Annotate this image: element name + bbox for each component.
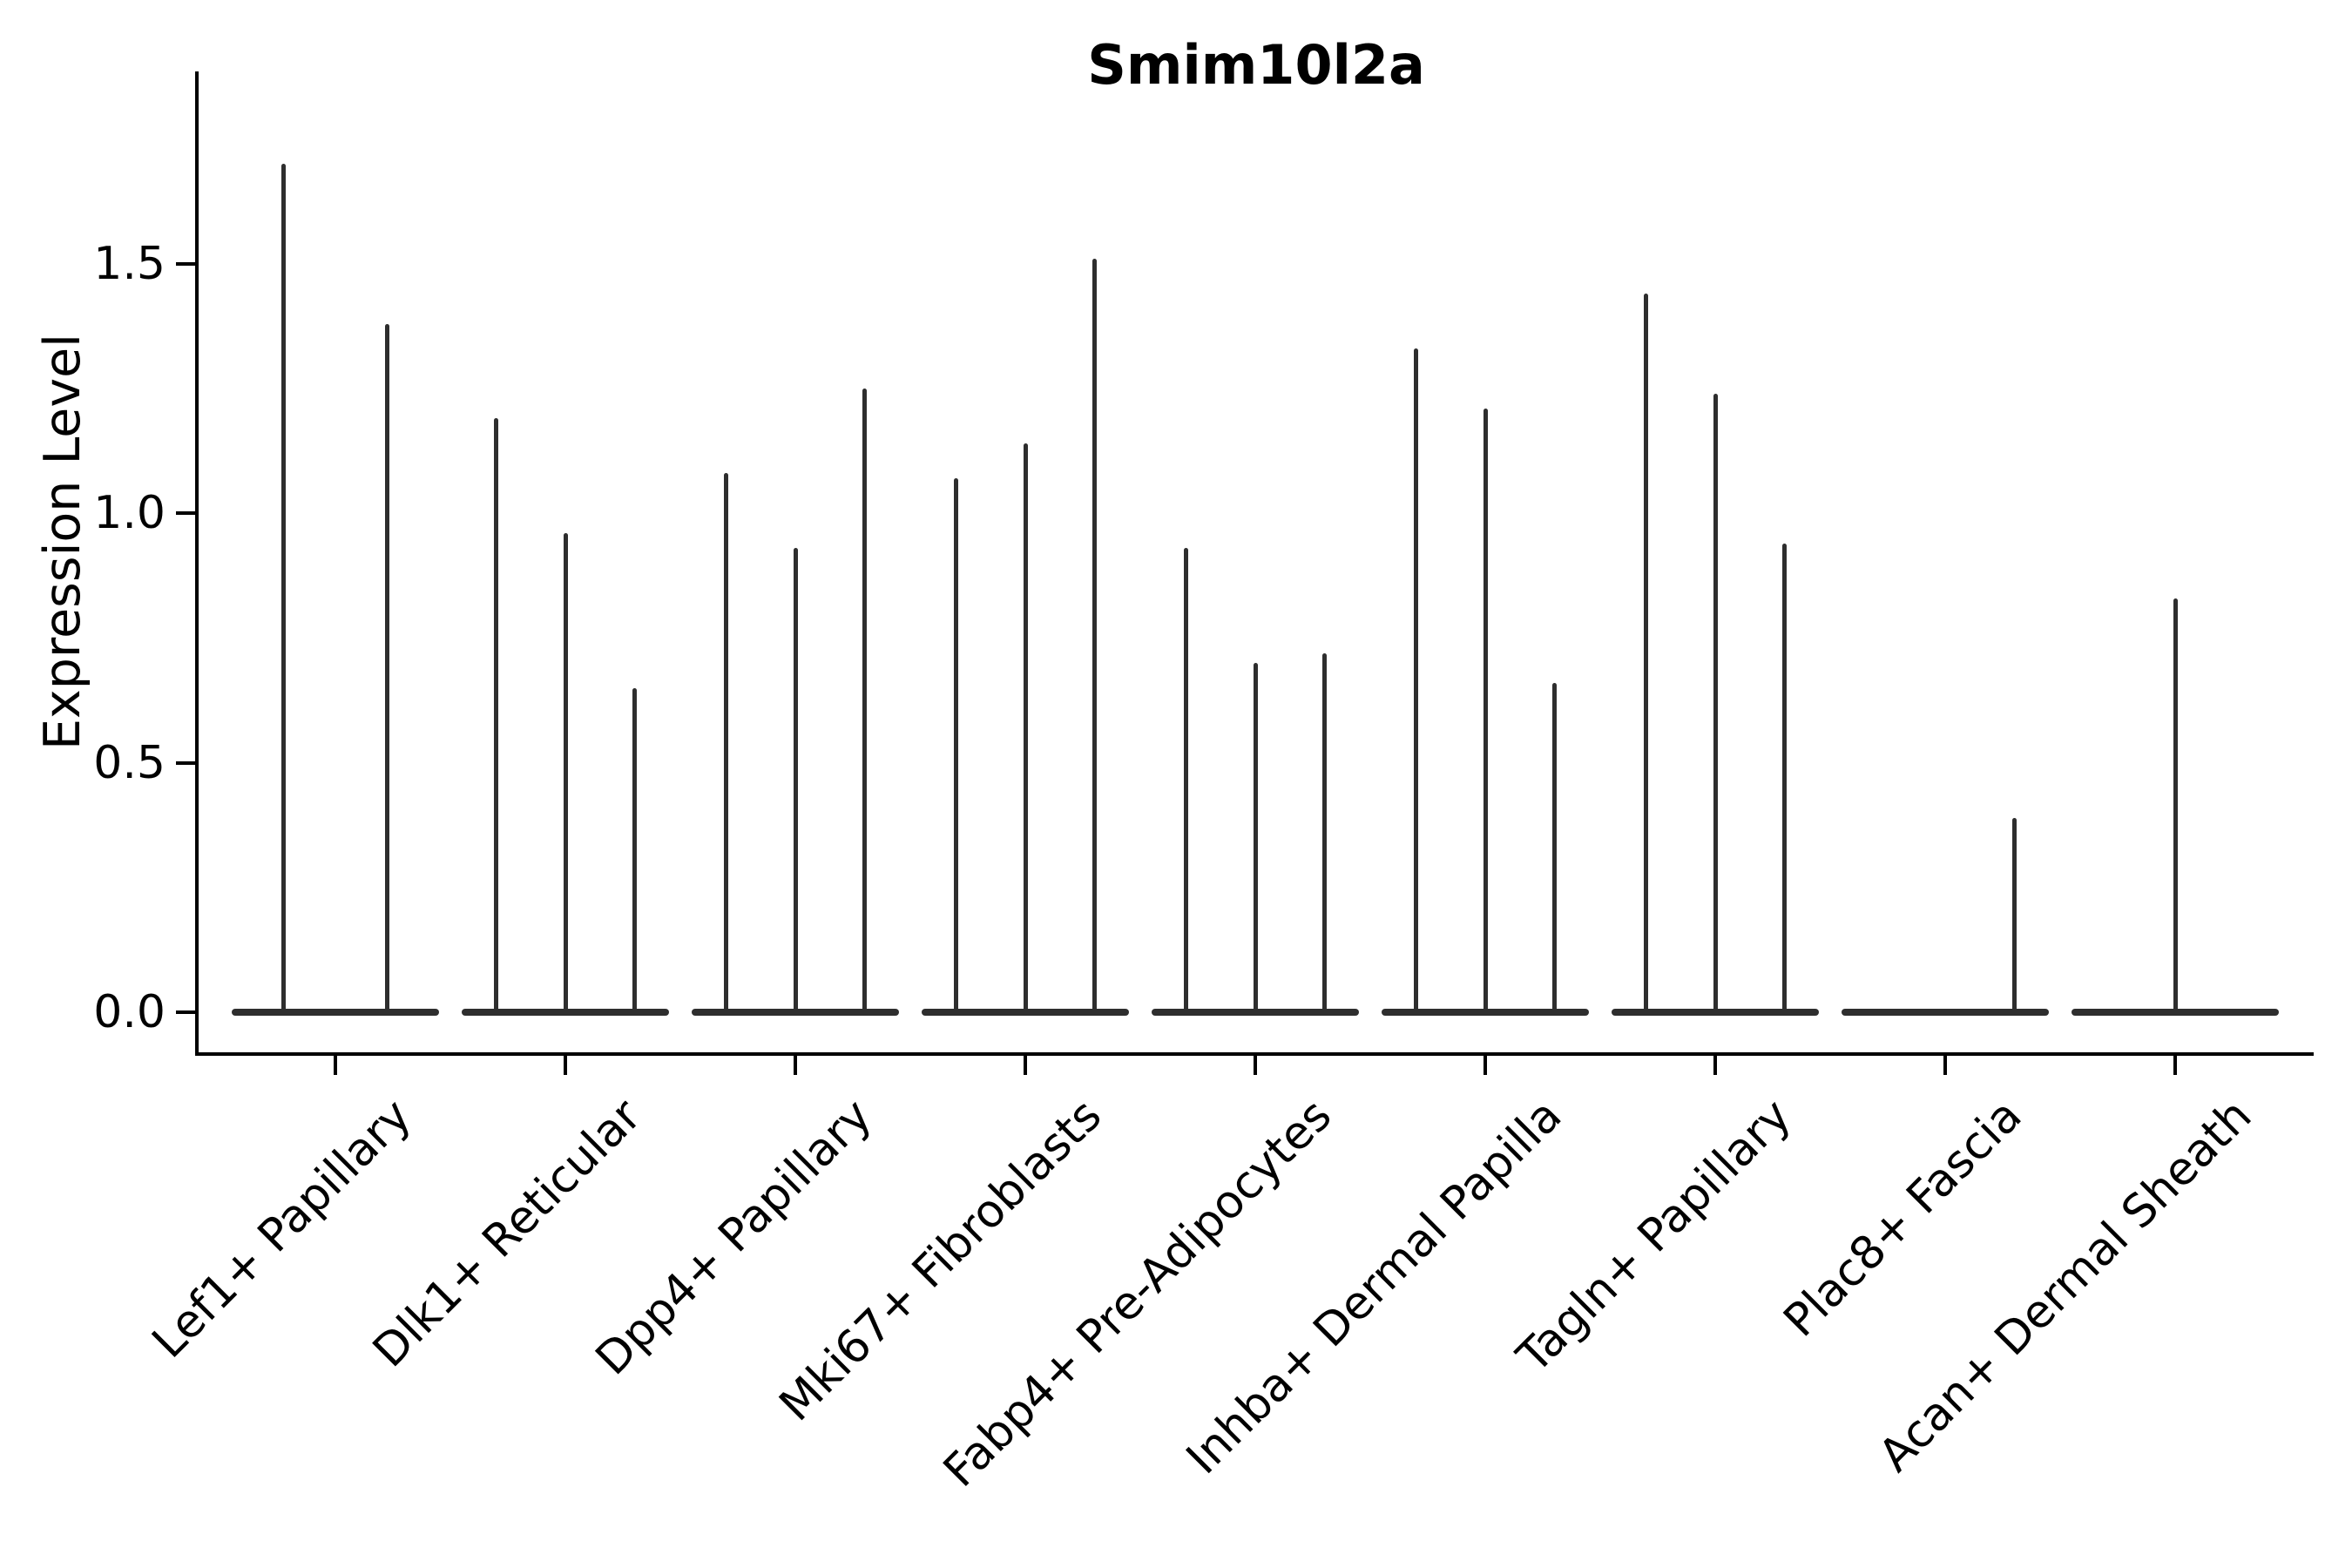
x-tick-mark (2173, 1054, 2177, 1075)
violin-spike (1551, 683, 1557, 1016)
x-tick-label: Plac8+ Fascia (1774, 1089, 2032, 1348)
y-tick-mark (176, 1010, 195, 1014)
violin-spike (2011, 817, 2017, 1016)
violin-spike (724, 473, 729, 1016)
violin-base (1842, 1009, 2049, 1016)
violin-spike (494, 418, 499, 1016)
violin-spike (954, 478, 959, 1016)
violin-base (232, 1009, 439, 1016)
violin-spike (632, 687, 637, 1016)
x-tick-mark (1024, 1054, 1027, 1075)
x-tick-mark (334, 1054, 337, 1075)
violin-spike (2173, 598, 2178, 1016)
x-tick-mark (1254, 1054, 1257, 1075)
x-tick-mark (794, 1054, 797, 1075)
chart-title: Smim10l2a (1087, 33, 1425, 97)
x-tick-label: Fabp4+ Pre-Adipocytes (933, 1089, 1342, 1497)
violin-spike (1483, 409, 1488, 1016)
violin-spike (1184, 548, 1189, 1016)
x-tick-mark (564, 1054, 567, 1075)
x-tick-mark (1943, 1054, 1947, 1075)
violin-spike (862, 389, 867, 1016)
violin-spike (563, 533, 568, 1016)
violin-spike (1644, 294, 1649, 1016)
x-tick-label: Acan+ Dermal Sheath (1869, 1089, 2262, 1483)
violin-spike (1321, 652, 1327, 1016)
violin-spike (281, 164, 287, 1016)
y-tick-mark (176, 760, 195, 765)
x-tick-label: Inhba+ Dermal Papilla (1176, 1089, 1572, 1485)
x-tick-mark (1484, 1054, 1487, 1075)
violin-spike (1253, 663, 1258, 1016)
violin-spike (1713, 393, 1718, 1016)
y-tick-label: 1.0 (93, 487, 166, 540)
y-tick-label: 0.0 (93, 986, 166, 1038)
x-tick-mark (1713, 1054, 1717, 1075)
y-tick-mark (176, 261, 195, 266)
violin-spike (1781, 543, 1787, 1016)
violin-spike (1092, 259, 1097, 1016)
y-tick-label: 0.5 (93, 736, 166, 789)
violin-spike (1023, 443, 1028, 1016)
y-tick-mark (176, 511, 195, 516)
violin-spike (384, 323, 389, 1016)
violin-spike (793, 548, 798, 1016)
violin-spike (1414, 348, 1419, 1016)
y-axis-spine (195, 71, 199, 1056)
y-tick-label: 1.5 (93, 237, 166, 290)
